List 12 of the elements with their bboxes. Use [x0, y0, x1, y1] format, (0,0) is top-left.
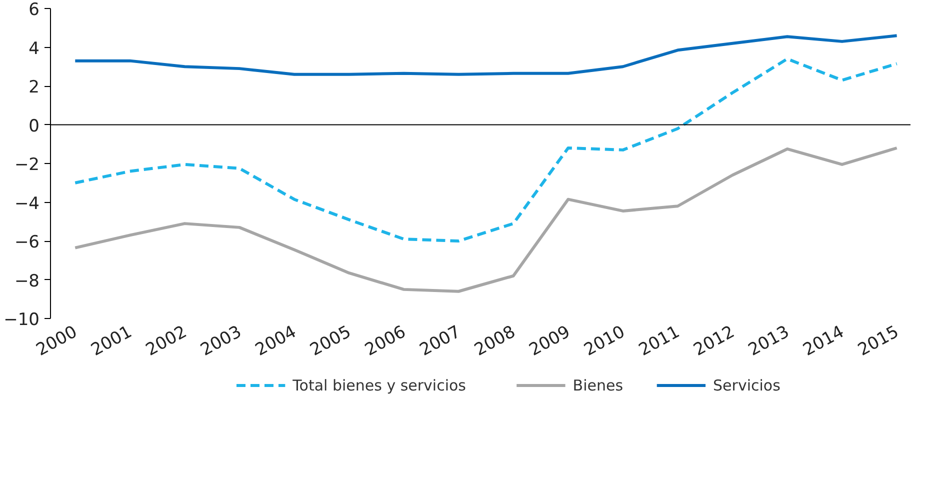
- y-tick-label: 2: [28, 78, 40, 98]
- legend-label: Bienes: [572, 376, 624, 394]
- legend-label: Servicios: [713, 376, 781, 394]
- y-tick-label: −2: [14, 155, 40, 175]
- y-tick-label: 0: [28, 116, 40, 136]
- legend-label: Total bienes y servicios: [292, 376, 466, 394]
- y-tick-label: −6: [14, 232, 40, 252]
- y-tick-label: −4: [14, 194, 40, 214]
- y-tick-label: −8: [14, 271, 40, 292]
- y-tick-label: 6: [28, 0, 40, 20]
- y-tick-label: 4: [28, 38, 40, 59]
- y-tick-label: −10: [4, 310, 40, 330]
